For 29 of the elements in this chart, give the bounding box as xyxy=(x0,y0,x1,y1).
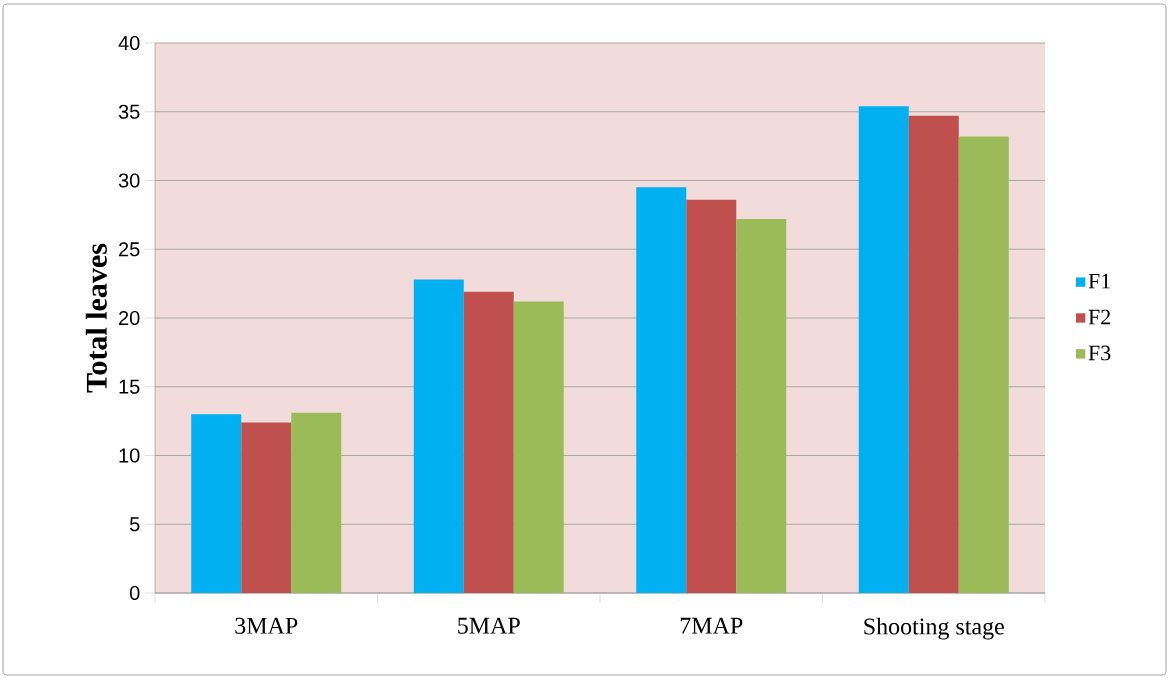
y-tick-label: 15 xyxy=(119,379,140,394)
x-tick-label: Shooting stage xyxy=(864,617,1004,640)
legend-label: F3 xyxy=(1088,345,1111,361)
y-tick-label: 35 xyxy=(118,104,140,119)
y-tick-label: 0 xyxy=(129,585,140,601)
bar xyxy=(413,279,464,593)
y-tick-label: 5 xyxy=(129,517,140,532)
y-axis-title: Total leaves xyxy=(85,243,107,393)
bar xyxy=(191,414,242,593)
bar xyxy=(291,412,342,593)
y-tick-label: 30 xyxy=(118,173,140,188)
y-tick-label: 40 xyxy=(118,35,140,51)
legend-label: F1 xyxy=(1088,273,1110,289)
x-tick-label: 7MAP xyxy=(680,617,743,634)
bar xyxy=(908,115,959,593)
x-tick-label: 5MAP xyxy=(458,617,520,634)
bar xyxy=(686,199,737,593)
x-tick-label: 3MAP xyxy=(235,617,298,634)
y-tick-label: 25 xyxy=(119,242,140,257)
y-tick-label: 10 xyxy=(119,448,140,463)
bar xyxy=(736,219,787,593)
bar xyxy=(858,106,909,593)
y-tick-label: 20 xyxy=(119,310,140,326)
bar xyxy=(958,136,1009,593)
bar xyxy=(513,301,564,593)
bar xyxy=(463,291,514,593)
bar xyxy=(636,187,687,593)
bar xyxy=(241,422,292,593)
legend-label: F2 xyxy=(1088,309,1110,325)
